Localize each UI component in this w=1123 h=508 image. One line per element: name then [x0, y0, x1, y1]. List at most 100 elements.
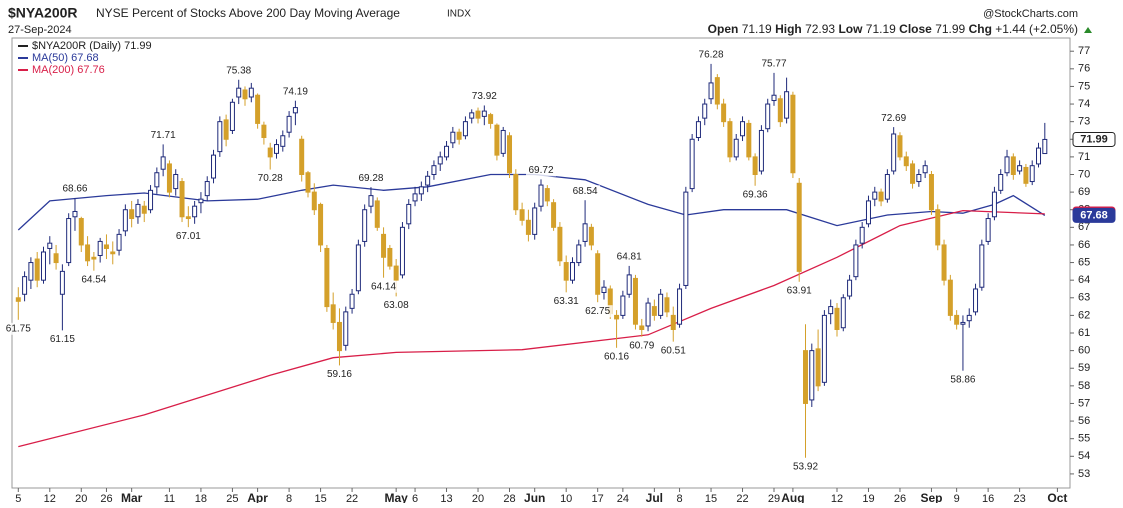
candle-body	[481, 110, 487, 117]
annotation: 76.28	[699, 50, 724, 61]
y-tick-label: 63	[1078, 292, 1090, 304]
candle-body	[223, 119, 229, 140]
candle-body	[702, 103, 708, 119]
candle-body	[941, 244, 947, 281]
candle-body	[324, 247, 330, 308]
annotation-bg	[570, 185, 601, 198]
x-tick-label: 25	[226, 493, 238, 503]
x-tick-label: May	[384, 491, 408, 503]
candle-body	[78, 218, 84, 246]
annotation: 64.14	[371, 281, 396, 292]
candle-body	[595, 253, 601, 295]
last-badge-label: 71.99	[1080, 133, 1108, 145]
x-tick-label: 19	[862, 493, 874, 503]
x-tick-label: 15	[314, 493, 326, 503]
x-tick-label: 15	[705, 493, 717, 503]
candle-body	[475, 110, 481, 119]
x-tick-label: 8	[676, 493, 682, 503]
annotation-bg	[368, 280, 399, 293]
last-badge	[1072, 131, 1116, 147]
x-tick-label: Jul	[646, 491, 663, 503]
candle-body	[771, 94, 777, 102]
candle-body	[381, 233, 387, 258]
annotation-bg	[614, 250, 645, 263]
y-tick-label: 56	[1078, 415, 1090, 427]
candle-body	[450, 131, 456, 144]
candle-body	[500, 129, 506, 154]
annotation-bg	[759, 57, 790, 70]
annotation: 59.16	[327, 369, 352, 380]
annotation-bg	[148, 129, 179, 142]
annotation-bg	[526, 164, 556, 177]
candle-body	[274, 144, 279, 154]
candle-body	[928, 173, 934, 211]
quote-value: 71.99	[935, 22, 965, 36]
candle-body	[355, 244, 361, 292]
candle-body	[456, 131, 462, 140]
candle-body	[670, 314, 676, 330]
candle-body	[557, 226, 563, 262]
candle-body	[840, 297, 846, 329]
y-tick-label: 62	[1078, 309, 1090, 321]
annotation-bg	[658, 344, 689, 357]
candle-body	[1036, 147, 1042, 165]
candle-body	[160, 156, 166, 170]
candle-body	[148, 189, 154, 211]
candle-body	[828, 306, 834, 315]
annotation: 71.71	[151, 130, 176, 141]
candle-body	[179, 181, 185, 218]
annotation-bg	[947, 373, 978, 386]
legend-value: 67.76	[77, 64, 105, 76]
candle-body	[614, 314, 620, 320]
x-tick-label: 24	[617, 493, 629, 503]
candle-body	[538, 184, 544, 207]
candle-body	[985, 218, 991, 242]
candle-body	[815, 348, 821, 387]
candle-body	[803, 350, 808, 404]
annotation-bg	[790, 460, 821, 473]
candle-body	[343, 311, 349, 346]
x-tick-label: 18	[195, 493, 207, 503]
annotation-bg	[324, 368, 355, 381]
annotation-bg	[551, 295, 582, 308]
annotation-bg	[582, 305, 613, 318]
annotation: 72.69	[881, 113, 906, 124]
annotation-bg	[381, 299, 412, 312]
candle-body	[683, 191, 689, 286]
y-tick-label: 57	[1078, 397, 1090, 409]
candle-body	[519, 209, 525, 221]
candle-body	[261, 124, 267, 139]
x-tick-label: 16	[982, 493, 994, 503]
annotation-bg	[47, 333, 78, 346]
x-tick-label: 23	[1013, 493, 1025, 503]
quote-value: 72.93	[805, 22, 835, 36]
x-tick-label: 22	[346, 493, 358, 503]
last-badge-label: 67.68	[1080, 209, 1108, 221]
candle-body	[444, 145, 450, 158]
candle-body	[330, 304, 336, 323]
x-tick-label: 29	[768, 493, 780, 503]
x-tick-label: Oct	[1047, 491, 1067, 503]
candle-body	[979, 244, 985, 288]
candle-body	[462, 121, 468, 137]
legend-entry: $NYA200R (Daily) 71.99	[32, 40, 152, 52]
candle-body	[286, 115, 292, 133]
candle-body	[834, 307, 840, 330]
candle-body	[809, 350, 815, 401]
candle-body	[34, 258, 40, 281]
candle-body	[708, 82, 714, 100]
candle-body	[494, 124, 500, 156]
x-tick-label: 20	[75, 493, 87, 503]
annotation-bg	[255, 172, 286, 185]
candle-body	[865, 200, 871, 225]
candle-body	[639, 325, 645, 330]
candle-body	[777, 98, 783, 123]
change-label: Chg	[969, 22, 992, 36]
candle-body	[91, 256, 97, 260]
candle-body	[97, 240, 103, 257]
y-tick-label: 66	[1078, 239, 1090, 251]
candle-body	[437, 156, 443, 165]
candle-body	[28, 262, 34, 281]
annotation-bg	[355, 172, 386, 185]
y-tick-label: 58	[1078, 380, 1090, 392]
